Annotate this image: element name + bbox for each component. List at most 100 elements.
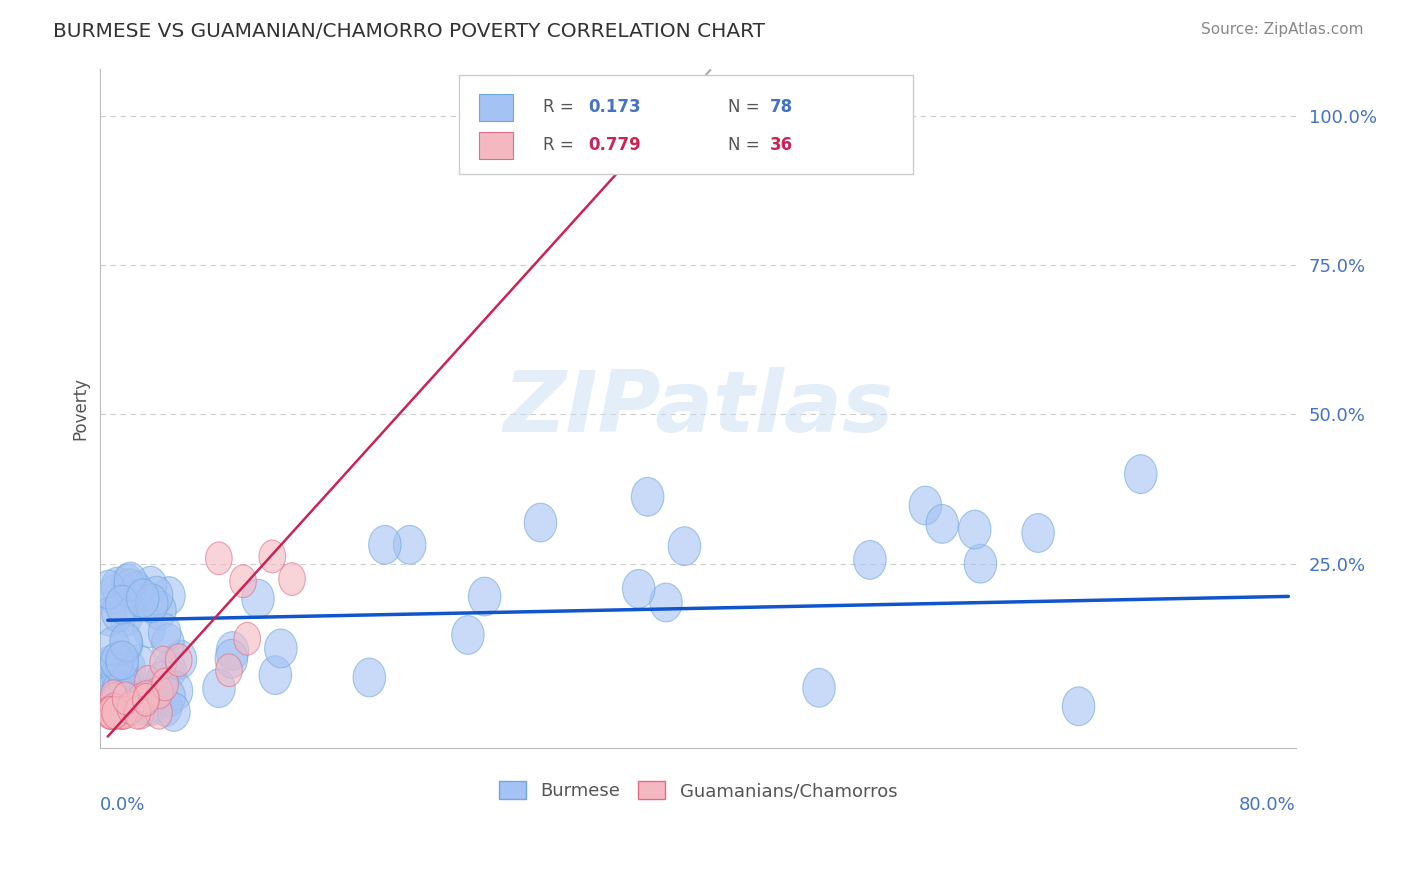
Ellipse shape	[143, 591, 176, 630]
Ellipse shape	[910, 486, 942, 524]
Text: ZIPatlas: ZIPatlas	[503, 367, 893, 450]
Legend: Burmese, Guamanians/Chamorros: Burmese, Guamanians/Chamorros	[492, 773, 904, 807]
Ellipse shape	[131, 678, 163, 717]
Ellipse shape	[264, 629, 297, 668]
Ellipse shape	[101, 654, 134, 693]
Ellipse shape	[631, 477, 664, 516]
Ellipse shape	[124, 697, 150, 729]
Ellipse shape	[93, 650, 125, 689]
Ellipse shape	[103, 681, 135, 720]
Text: Source: ZipAtlas.com: Source: ZipAtlas.com	[1201, 22, 1364, 37]
Ellipse shape	[135, 665, 162, 698]
Ellipse shape	[217, 632, 249, 671]
Ellipse shape	[114, 562, 146, 601]
Ellipse shape	[157, 692, 190, 731]
Ellipse shape	[112, 681, 139, 714]
Ellipse shape	[105, 647, 138, 685]
Ellipse shape	[96, 697, 122, 729]
Text: 0.173: 0.173	[588, 98, 641, 116]
Ellipse shape	[134, 609, 166, 648]
Ellipse shape	[233, 623, 260, 656]
Ellipse shape	[160, 672, 193, 710]
Ellipse shape	[451, 615, 484, 655]
Text: 80.0%: 80.0%	[1239, 796, 1296, 814]
Text: R =: R =	[543, 98, 579, 116]
Ellipse shape	[141, 576, 173, 615]
Ellipse shape	[152, 668, 179, 701]
Ellipse shape	[108, 697, 135, 729]
Ellipse shape	[114, 569, 146, 607]
Ellipse shape	[110, 624, 142, 664]
Ellipse shape	[150, 646, 176, 679]
Ellipse shape	[101, 697, 128, 729]
Ellipse shape	[153, 576, 186, 615]
Ellipse shape	[153, 678, 186, 716]
Text: 0.779: 0.779	[588, 136, 641, 154]
Ellipse shape	[98, 697, 125, 729]
Ellipse shape	[101, 673, 134, 711]
Text: 36: 36	[769, 136, 793, 154]
Ellipse shape	[149, 688, 181, 726]
Ellipse shape	[110, 597, 142, 636]
Ellipse shape	[101, 682, 128, 715]
Ellipse shape	[97, 697, 124, 729]
Ellipse shape	[215, 654, 242, 687]
Ellipse shape	[110, 697, 136, 729]
Text: N =: N =	[728, 98, 765, 116]
Ellipse shape	[93, 570, 125, 609]
Ellipse shape	[93, 675, 125, 714]
Ellipse shape	[128, 683, 155, 716]
Ellipse shape	[146, 675, 173, 708]
Ellipse shape	[524, 503, 557, 542]
Ellipse shape	[97, 626, 129, 665]
Ellipse shape	[131, 686, 163, 725]
Ellipse shape	[111, 673, 143, 713]
FancyBboxPatch shape	[479, 132, 513, 159]
Ellipse shape	[927, 505, 959, 543]
Ellipse shape	[103, 697, 128, 729]
Ellipse shape	[101, 567, 134, 606]
Ellipse shape	[97, 697, 124, 729]
Ellipse shape	[205, 542, 232, 574]
Ellipse shape	[394, 525, 426, 564]
Ellipse shape	[1022, 514, 1054, 552]
Ellipse shape	[94, 646, 127, 685]
Ellipse shape	[1063, 687, 1095, 726]
Ellipse shape	[853, 541, 886, 579]
Ellipse shape	[101, 593, 134, 632]
Ellipse shape	[468, 577, 501, 615]
Ellipse shape	[278, 563, 305, 596]
Ellipse shape	[215, 640, 247, 678]
Ellipse shape	[121, 687, 153, 726]
Ellipse shape	[135, 583, 167, 623]
Ellipse shape	[165, 640, 197, 679]
Ellipse shape	[97, 575, 129, 614]
Ellipse shape	[110, 623, 142, 661]
Y-axis label: Poverty: Poverty	[72, 377, 89, 440]
Ellipse shape	[229, 565, 256, 598]
Ellipse shape	[353, 658, 385, 697]
Ellipse shape	[94, 598, 127, 636]
Ellipse shape	[135, 566, 167, 605]
Ellipse shape	[105, 641, 138, 680]
Text: BURMESE VS GUAMANIAN/CHAMORRO POVERTY CORRELATION CHART: BURMESE VS GUAMANIAN/CHAMORRO POVERTY CO…	[53, 22, 765, 41]
Ellipse shape	[149, 614, 181, 652]
Ellipse shape	[650, 583, 682, 622]
Ellipse shape	[132, 683, 159, 716]
Ellipse shape	[111, 564, 143, 603]
Ellipse shape	[98, 697, 125, 729]
Ellipse shape	[135, 680, 167, 718]
Ellipse shape	[124, 578, 156, 617]
Text: N =: N =	[728, 136, 765, 154]
Ellipse shape	[368, 525, 401, 565]
Ellipse shape	[93, 673, 125, 711]
Ellipse shape	[965, 544, 997, 583]
Ellipse shape	[259, 540, 285, 573]
Ellipse shape	[101, 697, 128, 729]
Ellipse shape	[134, 687, 166, 726]
Ellipse shape	[623, 569, 655, 608]
Ellipse shape	[100, 693, 127, 726]
Ellipse shape	[124, 681, 156, 720]
Ellipse shape	[127, 579, 159, 617]
Ellipse shape	[259, 656, 291, 695]
